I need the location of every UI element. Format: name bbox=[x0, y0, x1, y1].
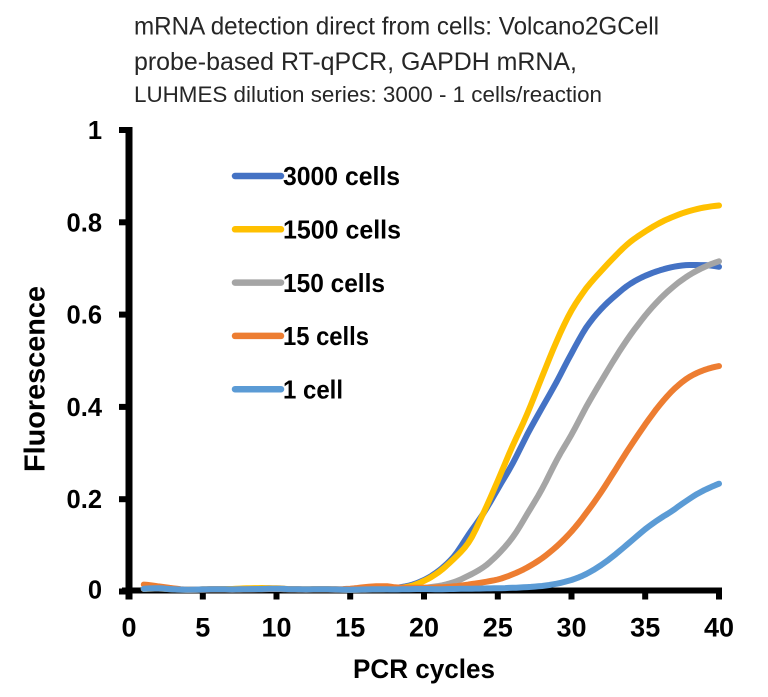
svg-text:10: 10 bbox=[261, 613, 291, 643]
svg-text:25: 25 bbox=[483, 613, 513, 643]
svg-text:0.4: 0.4 bbox=[67, 394, 103, 422]
svg-text:1 cell: 1 cell bbox=[283, 374, 343, 404]
svg-text:Fluorescence: Fluorescence bbox=[20, 286, 52, 472]
svg-text:0: 0 bbox=[88, 577, 102, 605]
svg-text:mRNA detection direct from cel: mRNA detection direct from cells: Volcan… bbox=[134, 13, 659, 41]
svg-text:15: 15 bbox=[335, 613, 365, 643]
svg-text:40: 40 bbox=[704, 613, 734, 643]
svg-text:30: 30 bbox=[556, 613, 586, 643]
svg-text:3000 cells: 3000 cells bbox=[283, 161, 400, 191]
svg-text:0: 0 bbox=[121, 613, 136, 643]
svg-text:0.8: 0.8 bbox=[67, 209, 102, 237]
svg-text:LUHMES dilution series: 3000 -: LUHMES dilution series: 3000 - 1 cells/r… bbox=[134, 82, 602, 107]
svg-text:0.2: 0.2 bbox=[67, 486, 102, 514]
svg-text:probe-based RT-qPCR, GAPDH mRN: probe-based RT-qPCR, GAPDH mRNA, bbox=[134, 48, 577, 76]
svg-text:150 cells: 150 cells bbox=[283, 268, 385, 298]
svg-text:0.6: 0.6 bbox=[67, 302, 102, 330]
svg-text:PCR cycles: PCR cycles bbox=[353, 654, 495, 684]
svg-text:35: 35 bbox=[630, 613, 660, 643]
svg-text:1: 1 bbox=[88, 117, 102, 145]
svg-text:5: 5 bbox=[195, 613, 210, 643]
svg-text:20: 20 bbox=[409, 613, 439, 643]
svg-text:1500 cells: 1500 cells bbox=[283, 215, 401, 245]
svg-text:15 cells: 15 cells bbox=[283, 321, 369, 351]
